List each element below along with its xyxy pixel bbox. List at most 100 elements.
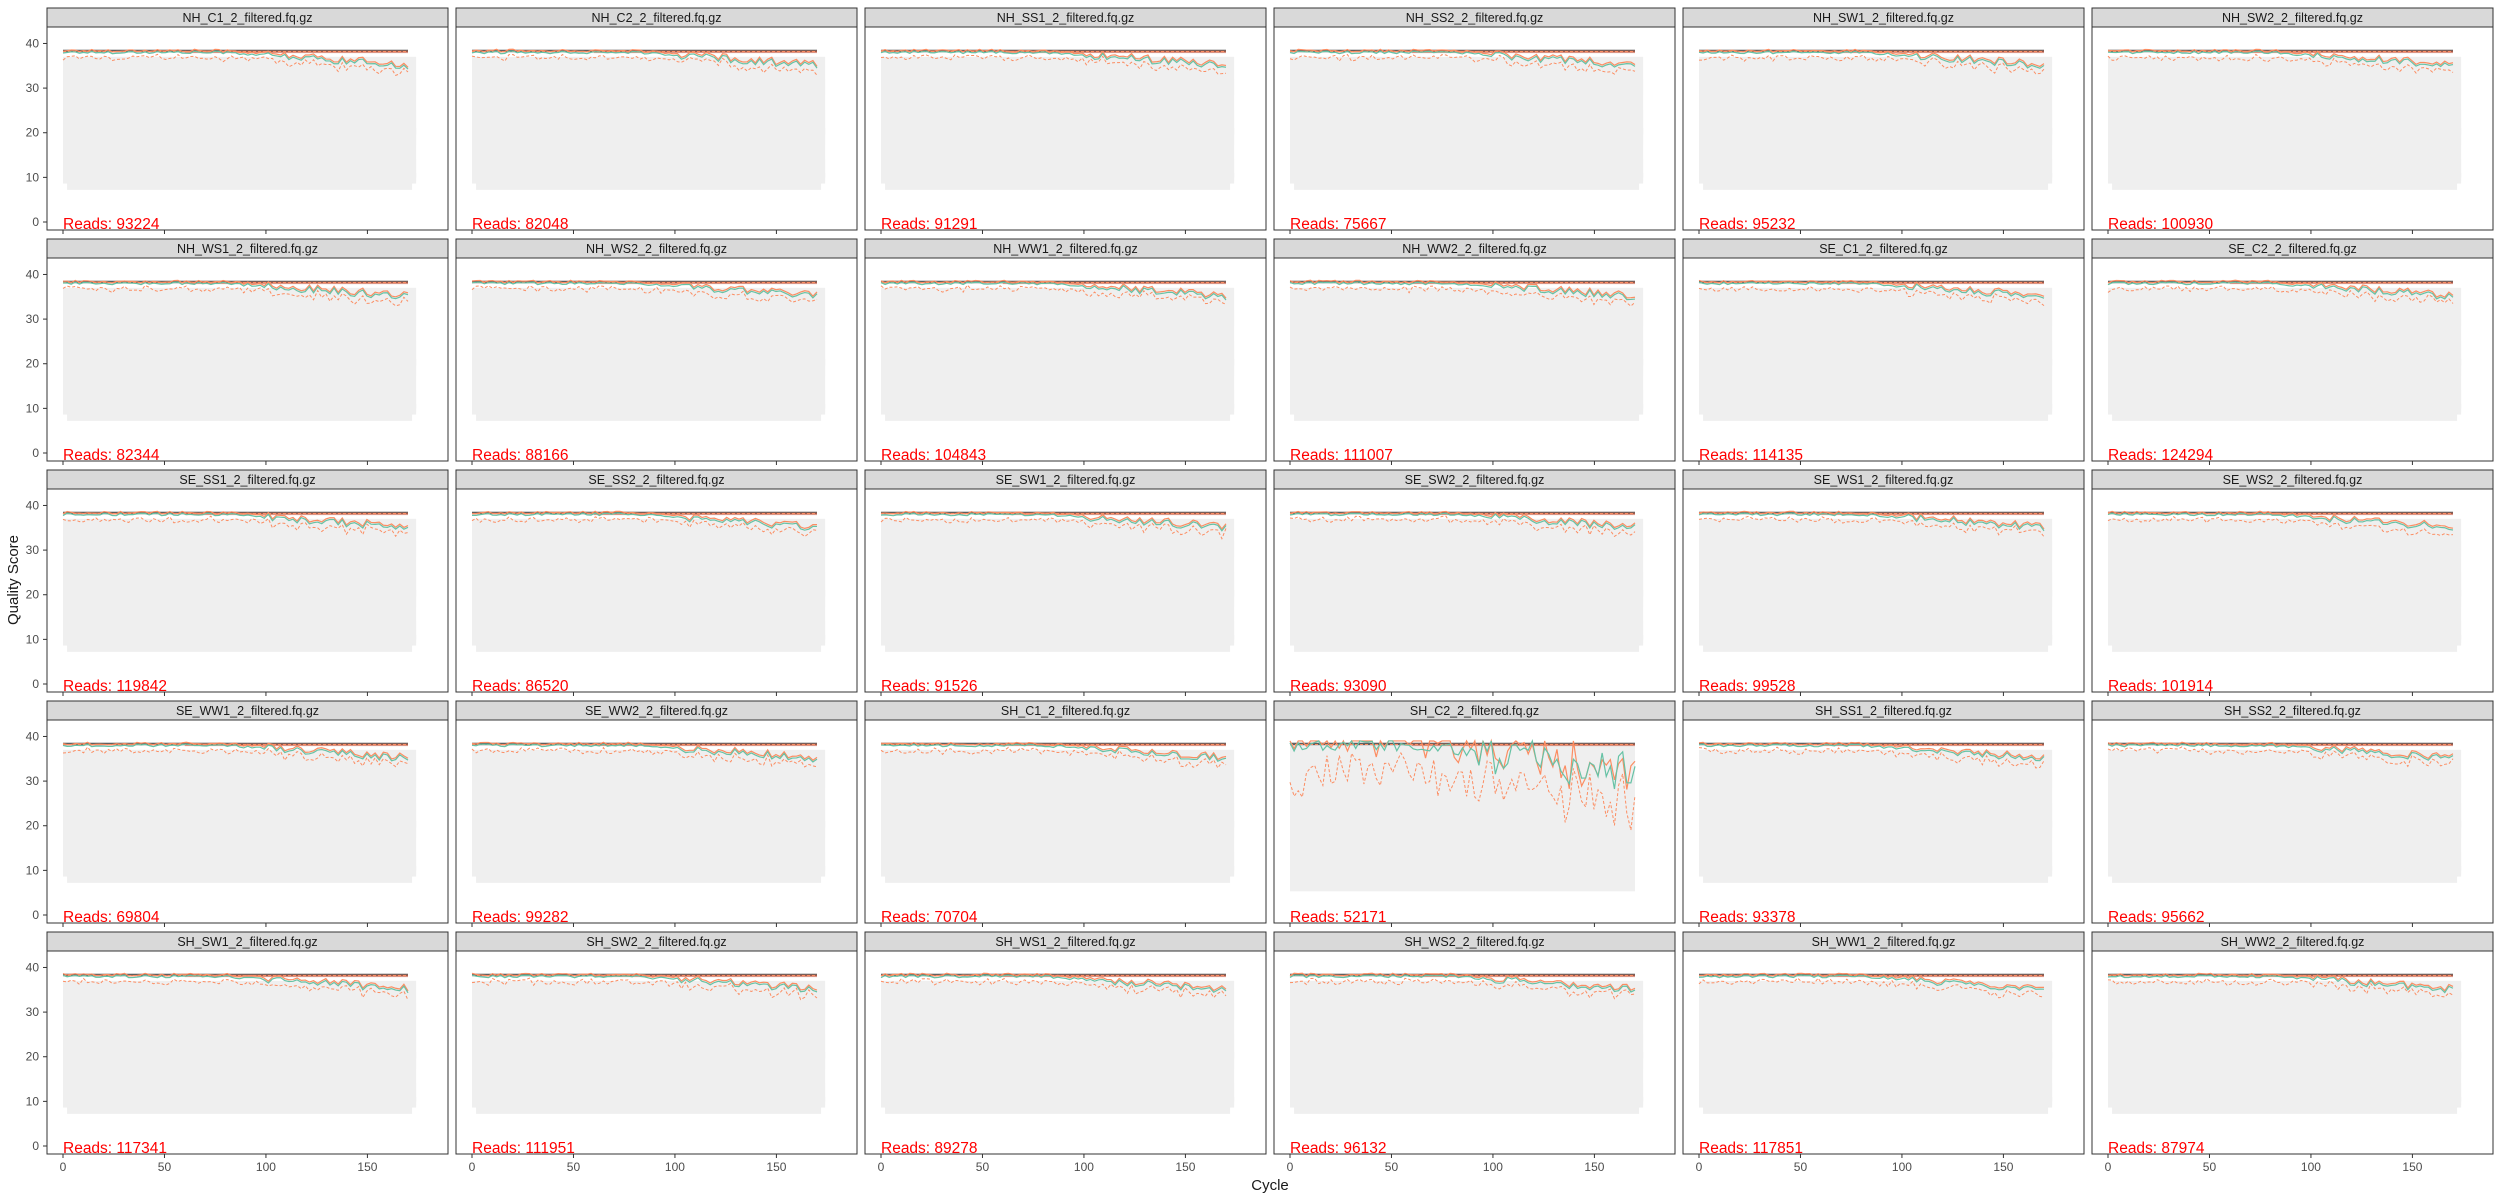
median-line xyxy=(1698,741,2045,760)
q25-line xyxy=(471,977,818,1001)
quality-heatmap xyxy=(1703,1105,2049,1114)
facet-title: SE_SS1_2_filtered.fq.gz xyxy=(179,473,315,487)
median-line xyxy=(1289,738,1636,790)
y-tick-label: 0 xyxy=(32,215,39,229)
reads-count-label: Reads: 86520 xyxy=(472,678,569,695)
mean-line xyxy=(471,281,818,299)
facet-panel: SE_WS2_2_filtered.fq.gz Reads: 101914 xyxy=(2091,469,2494,696)
y-tick-label: 0 xyxy=(32,1139,39,1153)
reads-count-label: Reads: 99528 xyxy=(1699,678,1796,695)
quality-heatmap xyxy=(1699,1052,2053,1069)
y-tick-label: 30 xyxy=(26,81,40,95)
reads-count-label: Reads: 69804 xyxy=(63,909,160,926)
mean-line xyxy=(1698,512,2045,532)
quality-heatmap xyxy=(472,359,826,376)
median-line xyxy=(2107,48,2454,66)
quality-heatmap-top-orange xyxy=(593,743,817,747)
y-tick-label: 0 xyxy=(32,446,39,460)
quality-heatmap-top-orange xyxy=(1820,50,2044,54)
facet-title: NH_WS2_2_filtered.fq.gz xyxy=(586,242,727,256)
quality-heatmap xyxy=(2108,79,2462,96)
reads-count-label: Reads: 52171 xyxy=(1290,909,1387,926)
quality-heatmap-top-orange xyxy=(184,50,408,54)
facet-title: SH_SS1_2_filtered.fq.gz xyxy=(1815,704,1952,718)
median-line xyxy=(62,510,409,529)
facet-title: NH_SW1_2_filtered.fq.gz xyxy=(1813,11,1954,25)
quality-heatmap xyxy=(2108,634,2462,643)
mean-line xyxy=(471,743,818,763)
q25-line xyxy=(1289,285,1636,307)
y-tick-label: 30 xyxy=(26,774,40,788)
quality-heatmap xyxy=(1290,403,1644,412)
facet-title: SH_SS2_2_filtered.fq.gz xyxy=(2224,704,2361,718)
quality-heatmap xyxy=(63,1052,417,1069)
quality-heatmap xyxy=(63,128,417,145)
median-line xyxy=(1698,48,2045,68)
mean-line xyxy=(1698,974,2045,991)
facet-title: SE_WS1_2_filtered.fq.gz xyxy=(1814,473,1954,487)
mean-line xyxy=(471,974,818,993)
quality-heatmap xyxy=(1699,359,2053,376)
quality-heatmap xyxy=(1703,412,2049,421)
facet-panel: SE_SW1_2_filtered.fq.gz Reads: 91526 xyxy=(864,469,1267,696)
facet-panel: SE_WW1_2_filtered.fq.gz 0 10 20 30 40 Reads: 6… xyxy=(26,700,449,927)
quality-heatmap xyxy=(476,643,822,652)
facet-title: NH_WS1_2_filtered.fq.gz xyxy=(177,242,318,256)
quality-heatmap xyxy=(2108,772,2462,789)
quality-heatmap xyxy=(1294,643,1640,652)
facet-panel: SH_SS1_2_filtered.fq.gz Reads: 93378 xyxy=(1682,700,2085,927)
q25-line xyxy=(1698,54,2045,75)
quality-heatmap xyxy=(63,541,417,558)
reads-count-label: Reads: 99282 xyxy=(472,909,569,926)
quality-heatmap xyxy=(2112,181,2458,190)
reads-count-label: Reads: 104843 xyxy=(881,447,986,464)
y-tick-label: 30 xyxy=(26,1005,40,1019)
quality-heatmap xyxy=(885,643,1231,652)
x-tick-label: 0 xyxy=(1287,1160,1294,1174)
facet-title: SE_C2_2_filtered.fq.gz xyxy=(2228,242,2357,256)
quality-heatmap xyxy=(881,1052,1235,1069)
quality-heatmap xyxy=(1290,79,1644,96)
quality-heatmap xyxy=(881,172,1235,181)
x-tick-label: 100 xyxy=(1483,1160,1503,1174)
quality-heatmap xyxy=(2108,172,2462,181)
facet-title: NH_SW2_2_filtered.fq.gz xyxy=(2222,11,2363,25)
reads-count-label: Reads: 93090 xyxy=(1290,678,1387,695)
reads-count-label: Reads: 95662 xyxy=(2108,909,2205,926)
quality-heatmap-top-orange xyxy=(2229,512,2453,516)
quality-heatmap xyxy=(2108,128,2462,145)
quality-heatmap xyxy=(2108,1052,2462,1069)
reads-count-label: Reads: 89278 xyxy=(881,1140,978,1157)
mean-line xyxy=(62,50,409,70)
quality-heatmap xyxy=(1290,172,1644,181)
quality-heatmap xyxy=(63,865,417,874)
quality-heatmap-top-orange xyxy=(2229,281,2453,285)
quality-heatmap xyxy=(67,181,413,190)
quality-heatmap xyxy=(1290,1003,1644,1020)
median-line xyxy=(880,972,1227,992)
facet-panel: SE_C1_2_filtered.fq.gz Reads: 114135 xyxy=(1682,238,2085,465)
quality-heatmap xyxy=(881,403,1235,412)
q25-line xyxy=(880,284,1227,305)
quality-heatmap xyxy=(881,128,1235,145)
quality-heatmap xyxy=(472,1052,826,1069)
x-tick-label: 100 xyxy=(1074,1160,1094,1174)
quality-heatmap-top-orange xyxy=(1820,974,2044,978)
y-tick-label: 20 xyxy=(26,819,40,833)
facet-title: SH_SW1_2_filtered.fq.gz xyxy=(177,935,317,949)
x-tick-label: 100 xyxy=(1892,1160,1912,1174)
quality-heatmap xyxy=(63,403,417,412)
facet-panel: SH_WW1_2_filtered.fq.gz 0 50 100 150 Reads: 1… xyxy=(1682,931,2085,1174)
mean-line xyxy=(62,743,409,762)
quality-heatmap xyxy=(472,128,826,145)
facet-title: NH_C2_2_filtered.fq.gz xyxy=(592,11,722,25)
quality-heatmap xyxy=(1699,590,2053,607)
quality-heatmap-top-orange xyxy=(1002,512,1226,516)
median-line xyxy=(1289,48,1636,67)
quality-heatmap xyxy=(881,634,1235,643)
reads-count-label: Reads: 88166 xyxy=(472,447,569,464)
y-tick-label: 30 xyxy=(26,312,40,326)
mean-line xyxy=(471,512,818,531)
facet-panel: NH_SS2_2_filtered.fq.gz Reads: 75667 xyxy=(1273,7,1676,234)
quality-heatmap-top-orange xyxy=(1411,512,1635,516)
